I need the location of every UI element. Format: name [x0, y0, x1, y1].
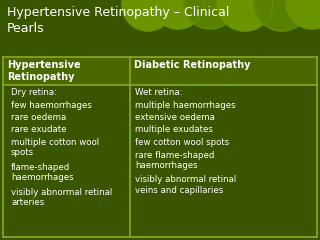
Circle shape — [217, 0, 273, 31]
Bar — [3, 57, 130, 85]
Bar — [3, 57, 317, 237]
Text: extensive oedema: extensive oedema — [135, 113, 215, 122]
Text: flame-shaped
haemorrhages: flame-shaped haemorrhages — [11, 163, 74, 182]
Text: Diabetic Retinopathy: Diabetic Retinopathy — [134, 60, 251, 70]
Circle shape — [152, 0, 204, 29]
Text: few haemorrhages: few haemorrhages — [11, 101, 92, 109]
Text: Hypertensive
Retinopathy: Hypertensive Retinopathy — [7, 60, 81, 82]
Text: multiple exudates: multiple exudates — [135, 126, 213, 134]
Text: Dry retina:: Dry retina: — [11, 88, 57, 97]
Text: Wet retina:: Wet retina: — [135, 88, 183, 97]
Circle shape — [254, 0, 310, 31]
Text: visibly abnormal retinal
arteries: visibly abnormal retinal arteries — [11, 188, 112, 207]
Text: rare exudate: rare exudate — [11, 126, 67, 134]
Circle shape — [184, 0, 236, 29]
Bar — [130, 57, 317, 85]
Text: rare flame-shaped
haemorrhages: rare flame-shaped haemorrhages — [135, 150, 214, 169]
Circle shape — [122, 0, 174, 31]
Text: few cotton wool spots: few cotton wool spots — [135, 138, 229, 147]
Text: multiple cotton wool
spots: multiple cotton wool spots — [11, 138, 99, 157]
Text: multiple haemorrhages: multiple haemorrhages — [135, 101, 236, 109]
Text: rare oedema: rare oedema — [11, 113, 66, 122]
Text: Hypertensive Retinopathy – Clinical
Pearls: Hypertensive Retinopathy – Clinical Pear… — [7, 6, 229, 35]
Text: visibly abnormal retinal
veins and capillaries: visibly abnormal retinal veins and capil… — [135, 175, 236, 195]
Circle shape — [286, 0, 320, 29]
